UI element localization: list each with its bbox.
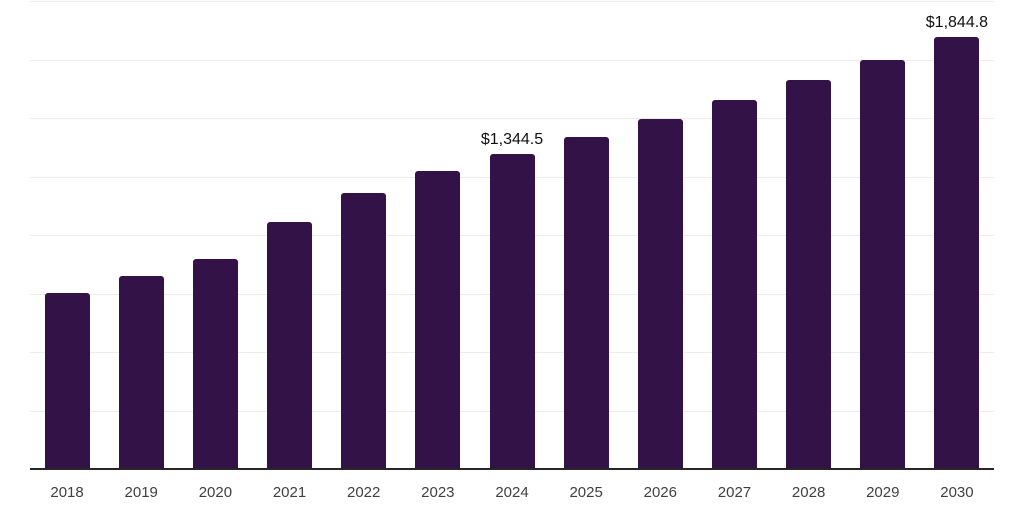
x-tick-2020: 2020 bbox=[198, 484, 233, 501]
bar-2020 bbox=[192, 259, 238, 469]
x-tick-2025: 2025 bbox=[569, 484, 603, 501]
x-tick-2027: 2027 bbox=[717, 484, 752, 501]
x-tick-2029: 2029 bbox=[866, 484, 900, 501]
gridline-1500 bbox=[30, 118, 994, 119]
bar-2023 bbox=[415, 170, 461, 469]
x-tick-2022: 2022 bbox=[347, 484, 381, 501]
x-tick-2030: 2030 bbox=[940, 484, 974, 501]
bar-2030 bbox=[934, 37, 980, 469]
x-tick-2023: 2023 bbox=[421, 484, 455, 501]
x-tick-2019: 2019 bbox=[124, 484, 158, 501]
bar-value-label-2030: $1,844.8 bbox=[925, 14, 989, 32]
bar-2028 bbox=[786, 80, 832, 469]
x-tick-2026: 2026 bbox=[643, 484, 677, 501]
x-tick-2028: 2028 bbox=[791, 484, 826, 501]
gridline-1750 bbox=[30, 59, 994, 61]
bar-2026 bbox=[637, 118, 683, 469]
bar-2027 bbox=[711, 99, 757, 469]
bar-2029 bbox=[860, 59, 906, 469]
bar-2022 bbox=[341, 192, 387, 469]
bar-2018 bbox=[44, 293, 90, 469]
x-axis-line bbox=[30, 468, 994, 470]
bar-2024 bbox=[489, 154, 535, 469]
gridline-2000 bbox=[30, 1, 994, 2]
bar-2021 bbox=[267, 221, 313, 469]
x-tick-2018: 2018 bbox=[50, 484, 84, 501]
bar-value-label-2024: $1,344.5 bbox=[480, 131, 544, 149]
x-tick-2024: 2024 bbox=[495, 484, 529, 501]
bar-2025 bbox=[563, 136, 609, 469]
bar-2019 bbox=[118, 275, 164, 469]
x-tick-2021: 2021 bbox=[272, 484, 307, 501]
